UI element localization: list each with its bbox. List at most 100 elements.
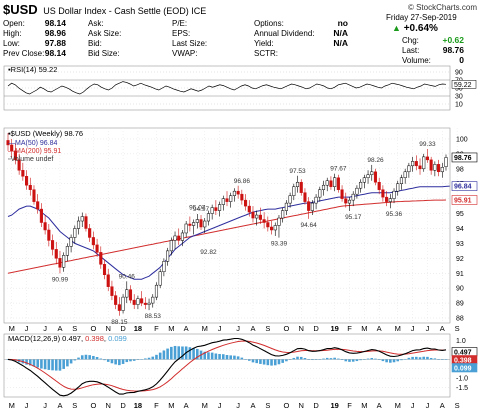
price-annotation: 98.26 [367,157,384,164]
x-axis-label: 19 [330,401,338,410]
prev-close-label: Prev Close: [3,49,45,58]
macd-histogram-bar [303,358,307,360]
candle-body [325,180,329,186]
macd-histogram-bar [240,357,244,360]
x-axis-label: 18 [134,324,142,333]
ma50-tag-box [451,181,478,191]
candle-body [229,195,233,202]
price-tick-label: 88 [456,316,464,323]
macd-histogram-bar [444,359,448,360]
macd-histogram-bar [214,353,218,360]
macd-histogram-bar [281,359,284,363]
x-axis-label: F [154,401,159,410]
candle-body [154,284,159,298]
macd-histogram-bar [377,359,381,360]
x-axis-label: J [236,401,240,410]
macd-histogram-bar [351,359,355,362]
candle-body [377,181,381,190]
candle-body [13,150,17,161]
x-axis-label: D [120,401,126,410]
macd-histogram-bar [28,359,32,366]
macd-histogram-bar [207,352,210,360]
x-axis-label: S [265,324,270,333]
price-annotation: 97.67 [330,166,347,173]
x-axis-label: M [361,324,367,333]
price-tick-label: 90 [456,286,464,293]
macd-histogram-bar [429,357,433,360]
candle-body [318,189,322,198]
candle-body [73,228,77,238]
candle-body [392,190,396,199]
macd-histogram-bar [36,359,39,368]
price-annotation: 96.86 [234,178,251,185]
x-axis-label: M [395,401,401,410]
macd-histogram-bar [210,352,214,360]
macd-histogram-bar [136,359,140,360]
macd-hist-tag-box [451,363,478,373]
macd-histogram-bar [389,359,392,363]
candle-body [284,202,288,211]
macd-histogram-bar [188,347,192,360]
candle-body [351,193,355,201]
x-axis-bottom: M J J A S O N D 18 F M A M J J A S O N D 19 F M A M J J A S [9,401,460,410]
macd-histogram-bar [73,359,77,361]
macd-histogram-bar [296,356,299,360]
x-axis-label: N [106,324,111,333]
x-axis-label: M [9,324,15,333]
macd-histogram-bar [229,355,233,360]
macd-histogram-bar [411,356,414,360]
macd-histogram-bar [333,357,336,360]
x-axis-label: J [236,324,240,333]
macd-histogram-bar [363,359,366,360]
macd-panel: -1.5-1.0-0.50.00.51.0 MACD(12,26,9) 0.49… [3,333,478,398]
macd-histogram-bar [277,359,281,365]
bid-size-label: Bid Size: [88,49,120,58]
price-tick-label: 92 [456,256,464,263]
candle-body [370,171,374,176]
ma50-tag: 96.84 [454,184,472,191]
price-tick-label: 93 [456,241,464,248]
volume-legend-text: Volume undef [10,156,53,163]
macd-histogram-bar [192,348,195,360]
candle-body [10,144,14,152]
x-axis-label: O [90,401,96,410]
macd-histogram-bar [155,354,158,360]
macd-histogram-bar [236,356,240,360]
price-tick-label: 94 [456,226,464,233]
candle-body [403,171,407,178]
candle-body [329,180,333,187]
candle-body [414,161,418,167]
macd-legend: MACD(12,26,9) 0.497, 0.398, 0.099 [8,334,127,343]
x-axis-label: J [25,324,29,333]
macd-histogram-bar [266,359,270,366]
open-label: Open: [3,19,25,28]
candle-body [50,240,55,250]
high-label: High: [3,29,22,38]
rsi-legend: ▪RSI(14) 59.22 [8,65,57,74]
macd-histogram-bar [255,359,258,364]
candle-body [221,198,225,205]
macd-histogram-bar [88,355,91,360]
price-annotation: 93.39 [271,241,288,248]
candle-body [88,228,92,238]
x-axis-label: J [426,401,430,410]
candle-body [373,171,378,183]
macd-histogram-bar [54,359,58,371]
candle-body [151,296,155,304]
macd-histogram-bar [92,355,95,360]
x-axis-label: A [57,324,62,333]
price-annotation: 95.36 [386,211,403,218]
macd-histogram-bar [329,358,333,360]
macd-histogram-bar [325,357,329,360]
macd-histogram-bar [288,359,292,360]
up-triangle-icon: ▲ [392,23,401,33]
x-axis-label: J [43,324,47,333]
x-axis-label: D [120,324,126,333]
macd-histogram-bar [196,348,199,360]
macd-histogram-bar [181,346,184,360]
rsi-tick-label: 30 [455,94,463,101]
macd-histogram-bar [311,359,314,361]
price-annotation: 88.15 [111,319,128,326]
low-value: 97.88 [44,38,66,48]
macd-histogram-bar [322,358,325,360]
